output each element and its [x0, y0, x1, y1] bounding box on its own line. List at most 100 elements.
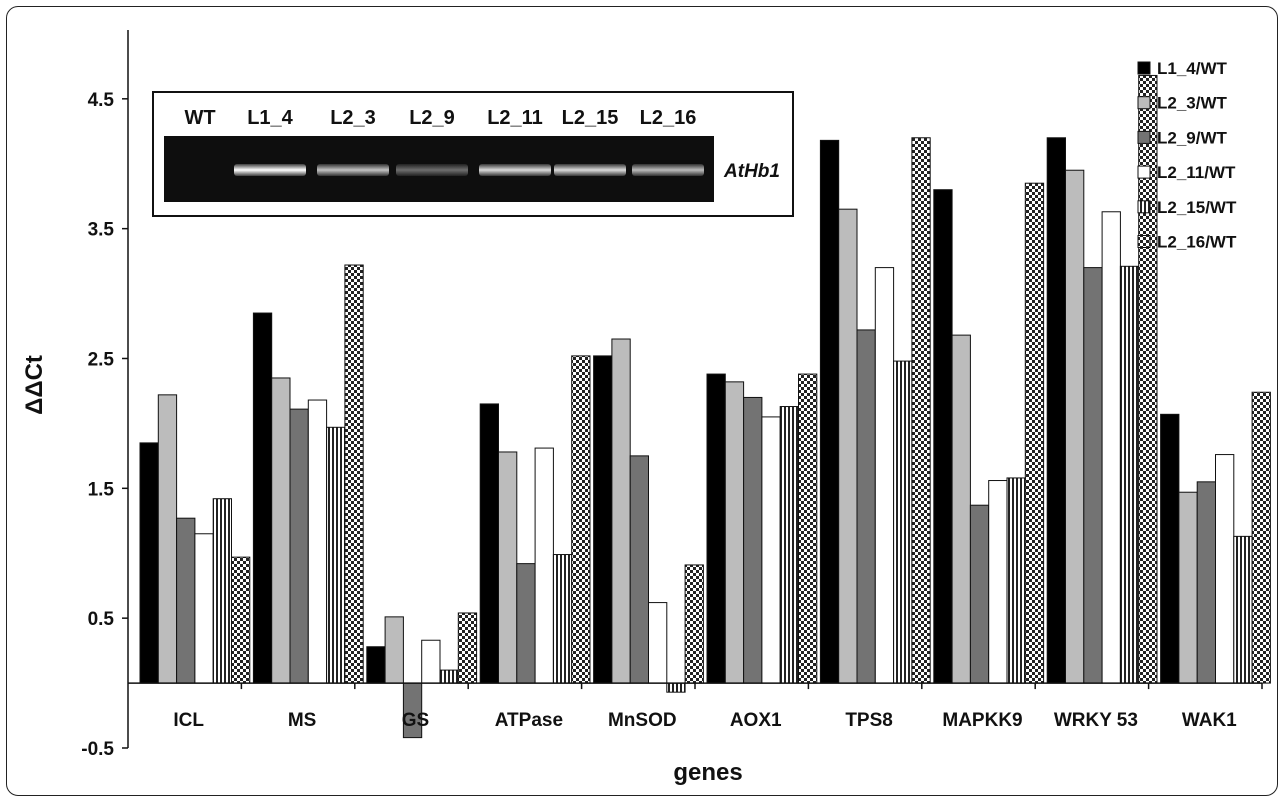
- legend-swatch: [1137, 200, 1151, 214]
- bar-gs-l2-16-wt: [457, 612, 478, 684]
- bar-icl-l2-15-wt: [212, 498, 232, 684]
- bar-icl-l2-3-wt: [157, 394, 178, 684]
- bar-gs-l2-15-wt: [439, 669, 459, 684]
- bar-ms-l2-16-wt: [344, 264, 364, 684]
- gel-lane-label: L2_16: [640, 107, 697, 129]
- gel-lane-label: L1_4: [247, 107, 293, 129]
- bar-wak1-l2-15-wt: [1233, 535, 1253, 684]
- bar-aox1-l2-15-wt: [779, 406, 800, 684]
- bar-wrky-53-l2-11-wt: [1101, 211, 1121, 684]
- legend-label: L2_9/WT: [1157, 128, 1228, 147]
- bar-aox1-l2-9-wt: [743, 396, 763, 684]
- x-tick-label: AOX1: [730, 710, 782, 731]
- bar-aox1-l2-3-wt: [724, 381, 745, 684]
- bar-mnsod-l2-11-wt: [648, 602, 668, 684]
- x-tick-label: MnSOD: [608, 710, 677, 731]
- bar-atpase-l2-11-wt: [534, 447, 554, 684]
- bar-mapkk9-l2-16-wt: [1024, 182, 1045, 684]
- x-tick-label: WAK1: [1182, 710, 1237, 731]
- legend-swatch: [1137, 235, 1151, 248]
- x-tick-label: MAPKK9: [942, 710, 1022, 731]
- inset-gene-label: AtHb1: [723, 161, 780, 182]
- legend-label: L1_4/WT: [1157, 59, 1228, 78]
- x-tick-label: WRKY 53: [1054, 710, 1138, 731]
- x-tick-label: TPS8: [845, 710, 893, 731]
- legend-label: L2_16/WT: [1157, 233, 1237, 252]
- bar-wak1-l2-16-wt: [1251, 391, 1271, 684]
- bar-wrky-53-l1-4-wt: [1046, 137, 1066, 684]
- bar-ms-l2-9-wt: [289, 408, 309, 684]
- bar-mapkk9-l2-3-wt: [951, 334, 971, 684]
- bar-tps8-l1-4-wt: [819, 139, 840, 684]
- bar-gs-l2-11-wt: [421, 639, 441, 684]
- legend: L1_4/WT L2_3/WT L2_9/WT L2_11/WT L2_15/WT L2_…: [1137, 59, 1237, 252]
- gel-lane-label: L2_3: [330, 107, 376, 129]
- bar-icl-l2-11-wt: [194, 533, 214, 684]
- bar-tps8-l2-16-wt: [911, 137, 931, 684]
- bar-tps8-l2-11-wt: [874, 267, 895, 684]
- gel-band: [317, 164, 389, 176]
- x-tick-label: ICL: [173, 710, 204, 731]
- bar-aox1-l2-11-wt: [761, 416, 781, 684]
- bar-mapkk9-l2-11-wt: [988, 480, 1008, 684]
- bar-wak1-l2-9-wt: [1196, 481, 1216, 684]
- legend-swatch: [1137, 130, 1151, 144]
- bar-atpase-l2-16-wt: [571, 355, 591, 684]
- bar-tps8-l2-15-wt: [893, 360, 913, 684]
- y-tick-label: 2.5: [88, 349, 115, 370]
- bar-icl-l1-4-wt: [139, 442, 159, 684]
- gel-lane-label: L2_9: [409, 107, 455, 129]
- bar-ms-l2-3-wt: [271, 377, 291, 684]
- bar-wrky-53-l2-3-wt: [1065, 169, 1085, 684]
- bar-mnsod-l2-16-wt: [684, 564, 704, 684]
- bar-aox1-l1-4-wt: [706, 373, 726, 684]
- bar-mnsod-l2-3-wt: [611, 338, 631, 684]
- bar-wak1-l1-4-wt: [1160, 413, 1180, 684]
- bar-icl-l2-16-wt: [231, 556, 251, 684]
- bar-ms-l2-15-wt: [326, 426, 346, 684]
- bar-gs-l1-4-wt: [366, 646, 386, 684]
- bar-gs-l2-3-wt: [384, 616, 404, 684]
- y-tick-label: 3.5: [88, 220, 115, 241]
- x-tick-label: MS: [288, 710, 317, 731]
- bar-mapkk9-l2-9-wt: [969, 504, 990, 684]
- bar-mnsod-l2-9-wt: [629, 455, 650, 684]
- bar-ms-l1-4-wt: [252, 312, 273, 684]
- y-tick-label: 0.5: [88, 609, 115, 630]
- y-tick-label: 4.5: [88, 90, 115, 111]
- bar-mnsod-l1-4-wt: [593, 355, 613, 684]
- bar-wrky-53-l2-15-wt: [1119, 265, 1140, 684]
- bar-wrky-53-l2-9-wt: [1083, 267, 1103, 684]
- x-axis-title: genes: [673, 759, 742, 785]
- legend-swatch: [1137, 61, 1151, 75]
- bar-wak1-l2-3-wt: [1178, 491, 1198, 684]
- bar-tps8-l2-9-wt: [856, 329, 876, 684]
- bar-wak1-l2-11-wt: [1215, 454, 1235, 684]
- bar-tps8-l2-3-wt: [838, 208, 858, 684]
- legend-swatch: [1137, 165, 1151, 179]
- axes-group: -0.5 0.5 1.5 2.5 3.5 4.5 ICL MS GS ATPase MnSOD AOX…: [81, 30, 1263, 760]
- bar-aox1-l2-16-wt: [798, 373, 818, 684]
- gel-band: [479, 164, 551, 176]
- legend-swatch: [1137, 96, 1151, 110]
- legend-label: L2_11/WT: [1157, 163, 1236, 182]
- bar-atpase-l1-4-wt: [479, 403, 500, 684]
- x-tick-label: ATPase: [495, 710, 563, 731]
- bar-icl-l2-9-wt: [176, 517, 196, 684]
- bar-mnsod-l2-15-wt: [666, 682, 686, 693]
- y-tick-label: 1.5: [88, 479, 115, 500]
- legend-label: L2_15/WT: [1157, 198, 1237, 217]
- bar-mapkk9-l2-15-wt: [1006, 477, 1026, 684]
- legend-label: L2_3/WT: [1157, 94, 1228, 113]
- gel-band: [554, 164, 626, 176]
- gel-band: [396, 164, 468, 176]
- x-tick-label: GS: [402, 710, 429, 731]
- gel-band: [234, 164, 306, 176]
- bar-atpase-l2-9-wt: [516, 563, 536, 684]
- gel-lane-label: L2_15: [562, 107, 619, 129]
- bar-mapkk9-l1-4-wt: [933, 189, 953, 684]
- gel-band: [632, 164, 704, 176]
- bar-atpase-l2-3-wt: [498, 451, 518, 684]
- y-axis-title: ΔΔCt: [21, 355, 48, 415]
